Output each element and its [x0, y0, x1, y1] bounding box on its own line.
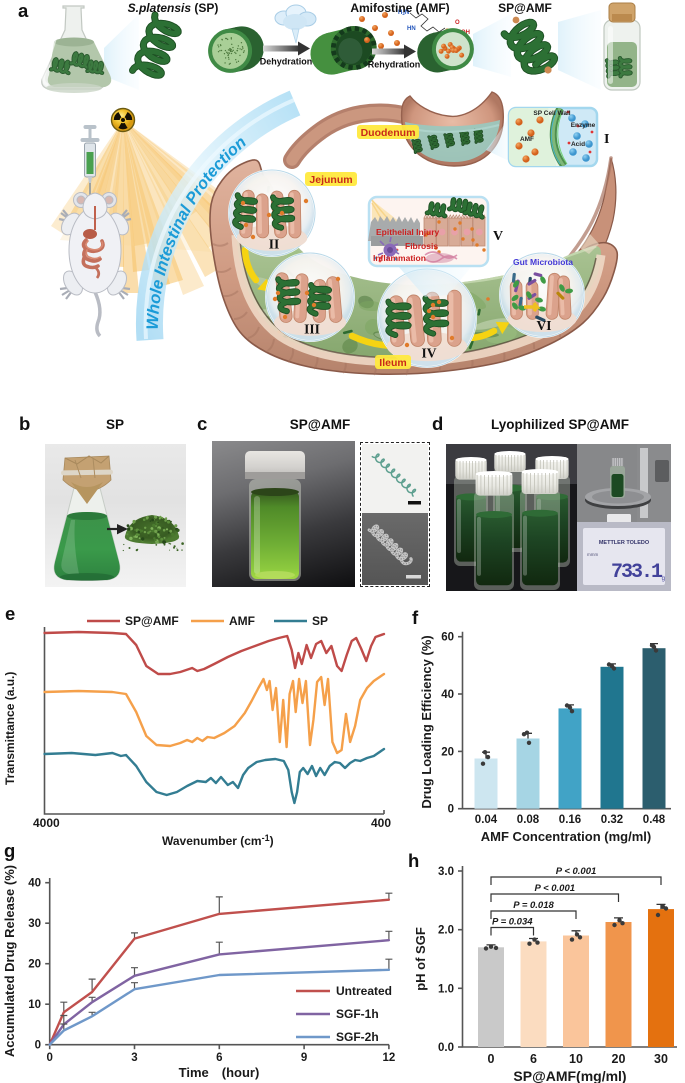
svg-text:V: V	[493, 229, 503, 244]
svg-text:30: 30	[28, 918, 41, 930]
svg-text:SP Cell Wall: SP Cell Wall	[533, 110, 570, 117]
svg-text:3.0: 3.0	[438, 866, 454, 878]
svg-text:Acid: Acid	[571, 141, 585, 148]
svg-text:VI: VI	[536, 318, 551, 333]
svg-text:400: 400	[371, 816, 391, 830]
svg-text:H2N: H2N	[398, 10, 409, 16]
svg-text:2.0: 2.0	[438, 925, 454, 937]
svg-text:10: 10	[569, 1052, 583, 1066]
svg-text:SP@AMF: SP@AMF	[498, 1, 552, 15]
svg-text:Epithelial Injury: Epithelial Injury	[376, 227, 440, 237]
svg-text:20: 20	[28, 959, 41, 971]
svg-text:pH of SGF: pH of SGF	[413, 927, 428, 991]
svg-text:O: O	[455, 20, 460, 26]
svg-text:Transmittance (a.u.): Transmittance (a.u.)	[3, 672, 17, 785]
svg-text:IV: IV	[421, 345, 436, 360]
svg-text:Amifostine (AMF): Amifostine (AMF)	[350, 1, 449, 15]
svg-text:S.platensis (SP): S.platensis (SP)	[128, 1, 219, 15]
svg-text:Drug Loading Efficiency (%): Drug Loading Efficiency (%)	[419, 635, 434, 808]
svg-text:g: g	[662, 576, 665, 582]
svg-text:AMF: AMF	[229, 614, 255, 628]
svg-text:METTLER TOLEDO: METTLER TOLEDO	[599, 540, 650, 546]
svg-text:Time (hour): Time (hour)	[179, 1065, 260, 1080]
svg-text:1.0: 1.0	[438, 983, 454, 995]
svg-text:Ileum: Ileum	[379, 357, 406, 369]
svg-text:0: 0	[488, 1052, 495, 1066]
svg-text:HN: HN	[407, 26, 416, 32]
svg-text:Rehydration: Rehydration	[368, 60, 421, 70]
svg-text:Untreated: Untreated	[336, 984, 392, 998]
svg-text:P < 0.001: P < 0.001	[556, 866, 597, 877]
svg-text:I: I	[604, 132, 609, 147]
svg-text:Fibrosis: Fibrosis	[405, 241, 438, 251]
svg-text:0: 0	[35, 1040, 41, 1052]
svg-text:0.16: 0.16	[559, 814, 581, 826]
svg-text:Enzyme: Enzyme	[571, 122, 596, 129]
svg-text:30: 30	[654, 1052, 668, 1066]
svg-text:Jejunum: Jejunum	[309, 174, 352, 186]
svg-text:SGF-1h: SGF-1h	[336, 1007, 379, 1021]
svg-text:P = 0.018: P = 0.018	[513, 900, 554, 911]
svg-text:20: 20	[441, 746, 454, 758]
svg-text:III: III	[304, 321, 320, 336]
svg-text:0.32: 0.32	[601, 814, 623, 826]
svg-text:3: 3	[131, 1052, 137, 1064]
svg-text:12: 12	[383, 1052, 396, 1064]
svg-text:4000: 4000	[33, 816, 60, 830]
svg-text:0.08: 0.08	[517, 814, 540, 826]
svg-text:40: 40	[28, 878, 41, 890]
svg-text:6: 6	[530, 1052, 537, 1066]
svg-text:0.48: 0.48	[643, 814, 666, 826]
svg-text:II: II	[269, 237, 280, 252]
svg-text:0.04: 0.04	[475, 814, 498, 826]
svg-text:0.0: 0.0	[438, 1042, 454, 1054]
svg-text:P = 0.034: P = 0.034	[492, 917, 533, 928]
svg-text:mmm: mmm	[587, 552, 598, 557]
svg-text:40: 40	[441, 689, 454, 701]
svg-text:Accumulated Drug Release (%): Accumulated Drug Release (%)	[2, 865, 17, 1057]
svg-text:SP@AMF(mg/ml): SP@AMF(mg/ml)	[513, 1068, 626, 1083]
svg-text:SGF-2h: SGF-2h	[336, 1030, 379, 1044]
svg-text:10: 10	[28, 999, 41, 1011]
svg-text:SP: SP	[312, 614, 328, 628]
svg-text:SP@AMF: SP@AMF	[125, 614, 179, 628]
svg-text:0: 0	[448, 804, 454, 816]
svg-text:20: 20	[612, 1052, 626, 1066]
svg-text:Gut Microbiota: Gut Microbiota	[513, 257, 573, 267]
svg-text:733.1: 733.1	[611, 561, 663, 584]
svg-text:P < 0.001: P < 0.001	[534, 883, 575, 894]
svg-text:9: 9	[301, 1052, 307, 1064]
svg-text:Dehydration: Dehydration	[260, 57, 313, 67]
svg-text:AMF Concentration (mg/ml): AMF Concentration (mg/ml)	[481, 829, 651, 844]
svg-text:AMF: AMF	[520, 136, 534, 143]
svg-text:60: 60	[441, 632, 454, 644]
svg-text:0: 0	[46, 1052, 52, 1064]
svg-text:6: 6	[216, 1052, 222, 1064]
svg-text:Duodenum: Duodenum	[361, 127, 416, 139]
svg-text:Inflammation: Inflammation	[373, 253, 426, 263]
svg-text:Wavenumber (cm-1): Wavenumber (cm-1)	[162, 833, 274, 848]
